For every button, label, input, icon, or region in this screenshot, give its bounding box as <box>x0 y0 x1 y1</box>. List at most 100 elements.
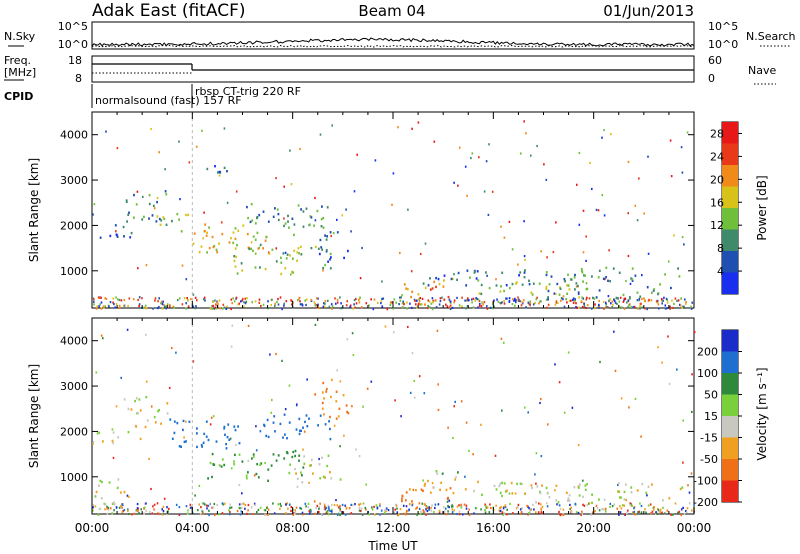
power-echo-cell <box>567 284 570 287</box>
power-echo-cell <box>329 231 332 234</box>
power-speckle <box>330 303 333 306</box>
power-echo-cell <box>214 165 216 168</box>
velocity-point <box>362 405 364 408</box>
power-speckle <box>331 305 334 308</box>
power-point <box>374 159 377 162</box>
power-point <box>181 264 184 267</box>
power-point <box>478 156 480 159</box>
power-speckle <box>690 307 693 310</box>
power-speckle <box>267 300 269 303</box>
velocity-echo-cell <box>130 408 133 411</box>
velocity-echo-cell <box>233 463 236 466</box>
velocity-speckle <box>394 508 396 511</box>
velocity-echo-cell <box>134 399 136 403</box>
velocity-echo-cell <box>335 400 338 403</box>
velocity-point <box>446 500 449 503</box>
velocity-echo-cell <box>493 484 496 488</box>
velocity-point <box>499 509 502 512</box>
velocity-point <box>558 381 561 384</box>
power-point <box>380 300 383 303</box>
power-echo-cell <box>636 291 639 294</box>
power-speckle <box>277 297 279 301</box>
velocity-echo-cell <box>196 427 198 430</box>
velocity-speckle <box>501 511 504 514</box>
velocity-echo-cell <box>144 425 147 429</box>
velocity-speckle <box>247 509 249 512</box>
power-echo-cell <box>478 292 481 295</box>
velocity-speckle <box>136 503 139 506</box>
velocity-echo-cell <box>335 417 338 420</box>
power-speckle <box>613 299 616 303</box>
power-speckle <box>586 296 588 299</box>
power-echo-cell <box>291 270 293 274</box>
power-echo-cell <box>538 282 541 285</box>
velocity-speckle <box>624 513 626 516</box>
velocity-echo-cell <box>662 499 664 502</box>
velocity-echo-cell <box>447 496 449 500</box>
power-point <box>681 171 684 174</box>
velocity-echo-cell <box>440 481 443 484</box>
power-echo-cell <box>178 218 180 221</box>
velocity-point <box>599 360 601 364</box>
power-point <box>203 211 205 214</box>
velocity-echo-cell <box>329 427 331 431</box>
velocity-speckle <box>151 512 154 515</box>
power-speckle <box>336 298 339 301</box>
velocity-point <box>436 329 439 332</box>
power-echo-cell <box>310 216 313 219</box>
power-speckle <box>258 301 261 304</box>
velocity-speckle <box>425 505 428 508</box>
velocity-speckle <box>499 506 501 509</box>
power-point <box>582 251 585 254</box>
velocity-speckle <box>206 504 208 507</box>
velocity-point <box>407 325 409 329</box>
power-speckle <box>145 307 148 310</box>
power-echo-cell <box>135 203 138 206</box>
velocity-point <box>352 354 355 357</box>
freq-label-line2: [MHz] <box>4 66 36 79</box>
velocity-speckle <box>345 506 348 509</box>
power-speckle <box>92 297 94 300</box>
power-speckle <box>391 301 394 304</box>
power-point <box>582 209 585 212</box>
velocity-speckle <box>661 511 663 514</box>
velocity-point <box>314 323 317 326</box>
velocity-point <box>540 455 543 458</box>
velocity-speckle <box>515 507 518 510</box>
velocity-point <box>100 334 103 337</box>
velocity-echo-cell <box>200 443 203 447</box>
velocity-echo-cell <box>546 492 549 495</box>
velocity-colorbar-tick-label: 200 <box>697 346 718 359</box>
velocity-echo-cell <box>196 432 198 435</box>
velocity-speckle <box>379 513 381 516</box>
power-speckle <box>418 299 421 303</box>
velocity-speckle <box>453 509 455 512</box>
power-echo-cell <box>212 245 215 249</box>
freq-panel: Freq. [MHz] 18 8 60 0 Nave <box>4 54 776 85</box>
velocity-speckle <box>594 509 596 513</box>
cpid-segment-2: rbsp CT-trig 220 RF <box>195 85 301 98</box>
velocity-point <box>148 457 150 460</box>
power-point <box>350 230 352 233</box>
power-echo-cell <box>577 291 580 294</box>
power-speckle <box>221 307 224 310</box>
velocity-speckle <box>645 511 647 514</box>
velocity-speckle <box>422 509 425 512</box>
power-speckle <box>185 302 187 305</box>
cpid-segment-1: normalsound (fast) 157 RF <box>95 94 242 107</box>
power-echo-cell <box>329 258 331 261</box>
power-echo-cell <box>639 295 642 298</box>
power-point <box>353 190 356 193</box>
velocity-point <box>582 479 584 482</box>
power-speckle <box>591 307 593 310</box>
nave-tick-bottom: 0 <box>708 72 715 85</box>
velocity-echo-cell <box>481 493 483 496</box>
velocity-colorbar-tick-label: -50 <box>700 453 718 466</box>
velocity-echo-cell <box>329 471 331 474</box>
velocity-speckle <box>430 509 433 512</box>
power-speckle <box>214 299 216 302</box>
velocity-speckle <box>683 512 686 516</box>
power-speckle <box>215 307 218 310</box>
power-speckle <box>430 302 433 305</box>
velocity-speckle <box>319 502 321 505</box>
